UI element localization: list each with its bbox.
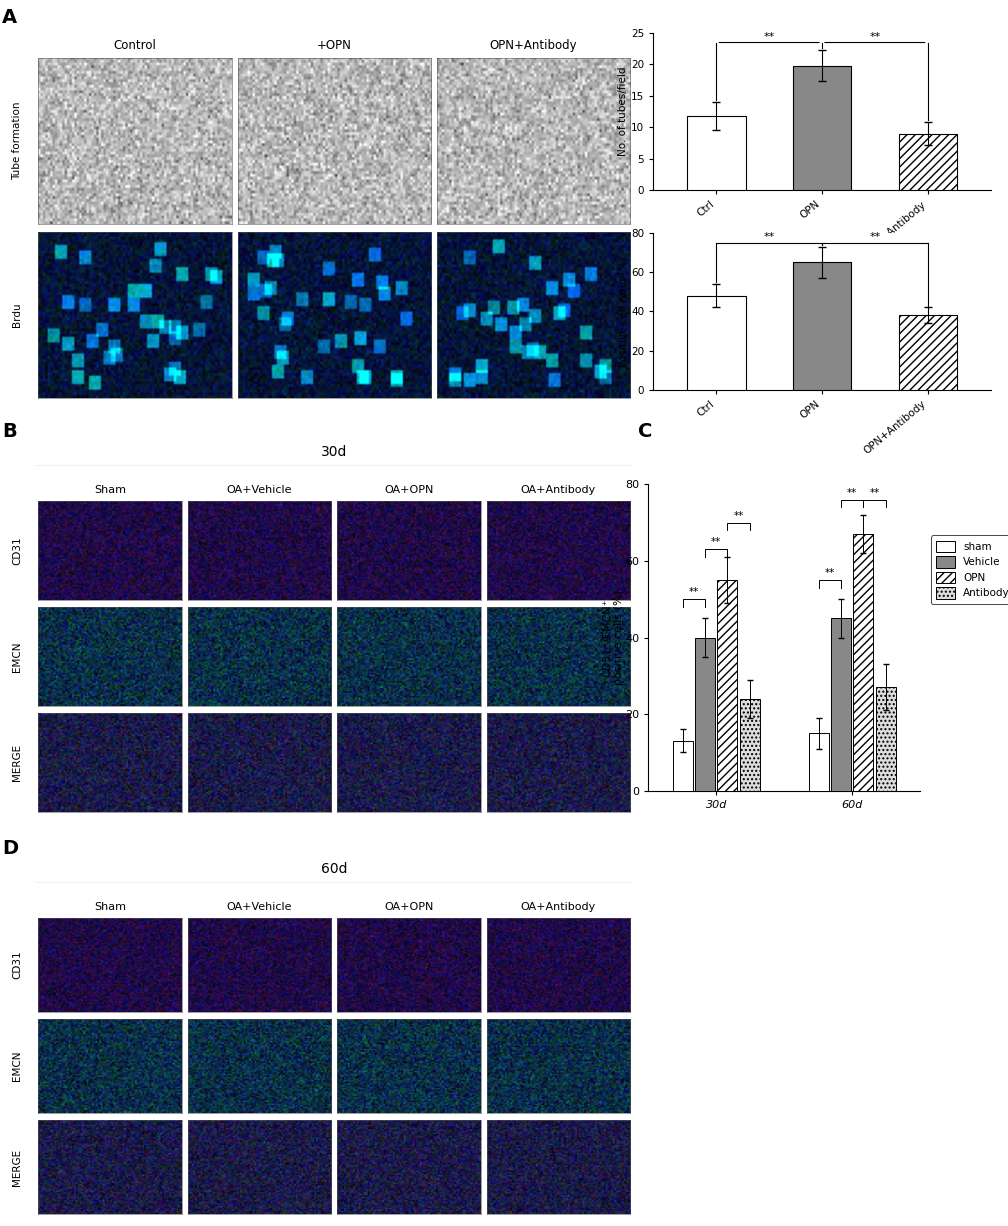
Text: **: ** (869, 232, 880, 242)
Text: **: ** (847, 488, 858, 498)
Bar (793, 66, 851, 190)
Bar (898, 315, 957, 390)
Bar (832, 618, 851, 791)
Text: **: ** (711, 537, 722, 548)
Y-axis label: Positive cell ratio (%): Positive cell ratio (%) (618, 256, 628, 367)
Text: 60d: 60d (321, 862, 348, 877)
Bar (854, 535, 873, 791)
Text: OA+Antibody: OA+Antibody (521, 484, 596, 494)
Text: Tube formation: Tube formation (12, 102, 22, 180)
Text: OA+Vehicle: OA+Vehicle (227, 484, 292, 494)
Text: EMCN: EMCN (12, 641, 22, 672)
Text: B: B (2, 422, 17, 441)
Bar (672, 741, 692, 791)
Bar (718, 580, 737, 791)
Text: C: C (638, 422, 652, 441)
Bar (687, 295, 746, 390)
Text: **: ** (825, 568, 835, 579)
Text: Sham: Sham (94, 901, 126, 911)
Text: **: ** (870, 488, 880, 498)
Bar (696, 638, 715, 791)
Text: Brdu: Brdu (12, 303, 22, 327)
Text: MERGE: MERGE (12, 1149, 22, 1186)
Text: CD31: CD31 (12, 536, 22, 565)
Text: Control: Control (114, 38, 156, 51)
Text: MERGE: MERGE (12, 744, 22, 781)
Bar (740, 699, 760, 791)
Y-axis label: CD31⁺/EMCN⁺
positive cells (%): CD31⁺/EMCN⁺ positive cells (%) (602, 590, 624, 685)
Bar (793, 262, 851, 390)
Text: **: ** (734, 511, 744, 521)
Text: +OPN: +OPN (317, 38, 352, 51)
Text: EMCN: EMCN (12, 1051, 22, 1081)
Text: **: ** (764, 232, 775, 242)
Text: **: ** (688, 587, 699, 597)
Bar (687, 116, 746, 190)
Bar (898, 134, 957, 190)
Text: OPN+Antibody: OPN+Antibody (490, 38, 578, 51)
Y-axis label: No. of tubes/field: No. of tubes/field (618, 66, 628, 157)
Text: D: D (2, 839, 18, 858)
Text: 30d: 30d (321, 445, 348, 460)
Text: **: ** (764, 32, 775, 42)
Text: Sham: Sham (94, 484, 126, 494)
Text: OA+Vehicle: OA+Vehicle (227, 901, 292, 911)
Text: A: A (2, 7, 17, 27)
Text: OA+Antibody: OA+Antibody (521, 901, 596, 911)
Bar (876, 688, 896, 791)
Bar (808, 733, 829, 791)
Text: **: ** (869, 32, 880, 42)
Legend: sham, Vehicle, OPN, Antibody: sham, Vehicle, OPN, Antibody (931, 536, 1008, 603)
Text: OA+OPN: OA+OPN (384, 901, 433, 911)
Text: OA+OPN: OA+OPN (384, 484, 433, 494)
Text: CD31: CD31 (12, 950, 22, 980)
